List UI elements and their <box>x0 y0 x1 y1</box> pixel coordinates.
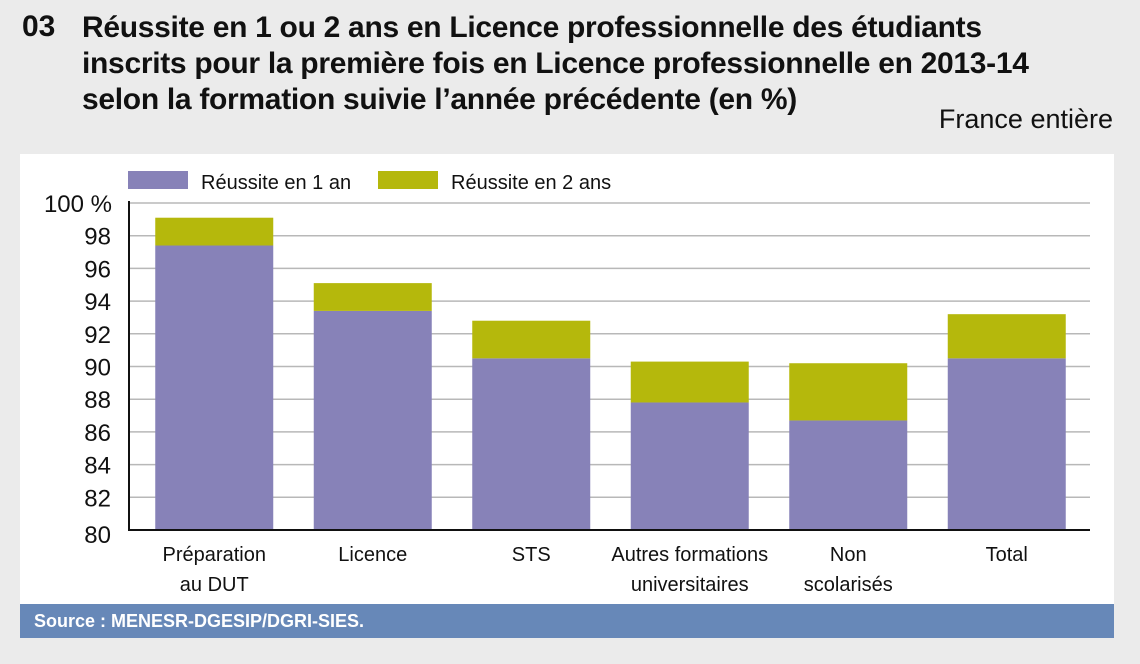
bar-1yr <box>630 402 749 530</box>
x-axis-categories: Préparation au DUT Licence STS Autres format… <box>163 544 1028 596</box>
y-tick-label: 98 <box>84 224 111 251</box>
bar-1yr <box>472 358 591 530</box>
x-category-label: Non <box>830 544 867 566</box>
figure-number: 03 <box>22 10 56 43</box>
chart-title: Réussite en 1 ou 2 ans en Licence profes… <box>82 10 1082 118</box>
y-tick-label: 82 <box>84 485 111 512</box>
legend-swatch-2yr <box>378 171 438 189</box>
bar-1yr <box>789 420 908 530</box>
y-tick-label: 86 <box>84 420 111 447</box>
y-tick-label: 80 <box>84 522 111 549</box>
x-category-label: Licence <box>338 544 407 566</box>
title-line-3: selon la formation suivie l’année précéd… <box>82 83 797 116</box>
bar-1yr <box>313 310 432 530</box>
legend-label-1yr: Réussite en 1 an <box>201 172 351 194</box>
legend: Réussite en 1 an Réussite en 2 ans <box>128 171 611 194</box>
bar-2yr <box>313 283 432 311</box>
legend-swatch-1yr <box>128 171 188 189</box>
bar-1yr <box>155 245 274 530</box>
bar-2yr <box>789 363 908 421</box>
legend-label-2yr: Réussite en 2 ans <box>451 172 611 194</box>
x-category-label: Total <box>986 544 1028 566</box>
title-line-1: Réussite en 1 ou 2 ans en Licence profes… <box>82 11 982 44</box>
y-tick-label: 84 <box>84 453 111 480</box>
x-category-label: universitaires <box>631 574 749 596</box>
y-tick-label: 100 % <box>44 191 112 218</box>
title-line-2: inscrits pour la première fois en Licenc… <box>82 47 1029 80</box>
x-category-label: scolarisés <box>804 574 893 596</box>
y-tick-label: 88 <box>84 387 111 414</box>
bar-2yr <box>472 320 591 359</box>
y-tick-label: 96 <box>84 256 111 283</box>
bars <box>155 217 1066 530</box>
x-category-label: STS <box>512 544 551 566</box>
y-tick-label: 92 <box>84 322 111 349</box>
y-axis-ticks: 80 82 84 86 88 90 92 94 96 98 100 % <box>44 191 112 549</box>
x-category-label: Autres formations <box>611 544 768 566</box>
y-tick-label: 94 <box>84 289 111 316</box>
source-bar: Source : MENESR-DGESIP/DGRI-SIES. <box>20 604 1114 638</box>
bar-2yr <box>155 217 274 246</box>
x-category-label: Préparation <box>163 544 266 566</box>
y-tick-label: 90 <box>84 355 111 382</box>
bar-2yr <box>947 314 1066 359</box>
gridlines <box>129 202 1090 499</box>
source-text: Source : MENESR-DGESIP/DGRI-SIES. <box>34 611 365 631</box>
bar-2yr <box>630 361 749 403</box>
scope-label: France entière <box>938 104 1113 134</box>
bar-1yr <box>947 358 1066 530</box>
stacked-bar-chart: 80 82 84 86 88 90 92 94 96 98 100 % Préparation au … <box>44 171 1090 596</box>
x-category-label: au DUT <box>180 574 249 596</box>
axes <box>128 201 1090 531</box>
